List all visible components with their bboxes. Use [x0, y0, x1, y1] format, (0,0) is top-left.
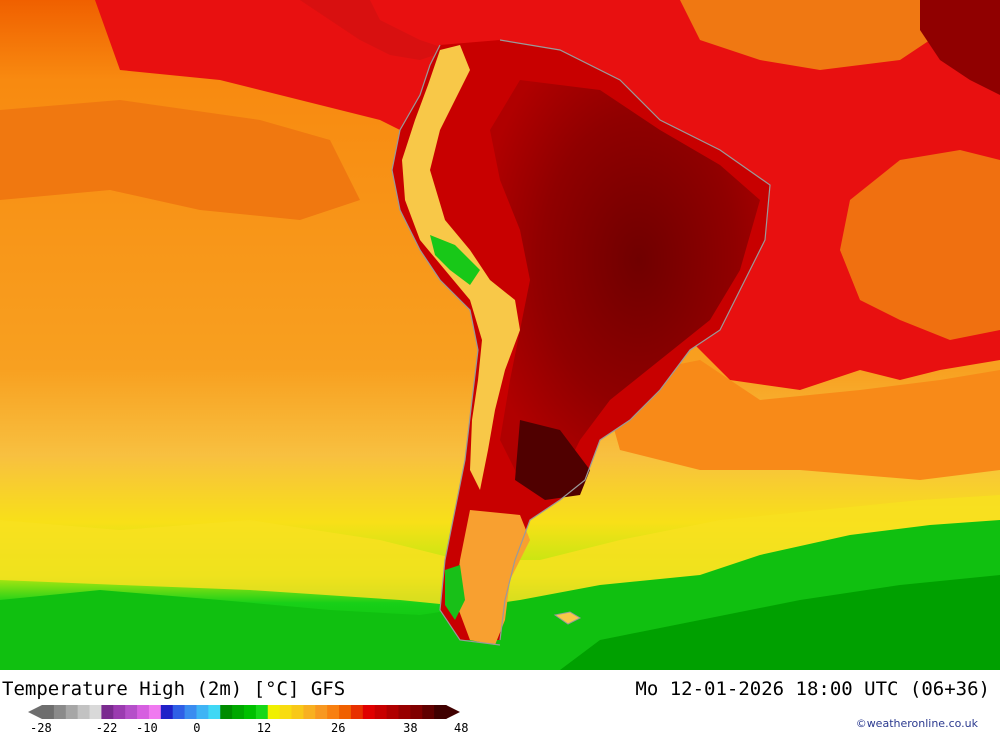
- central-america: [300, 0, 450, 60]
- legend-swatch: [315, 705, 328, 719]
- legend-tick-labels: -28 -22 -10 0 12 26 38 48: [30, 721, 468, 733]
- legend-right-arrow: [446, 705, 460, 719]
- legend-swatch: [137, 705, 150, 719]
- legend-tick-label: -22: [96, 721, 118, 733]
- map-title: Temperature High (2m) [°C] GFS: [2, 678, 346, 700]
- falkland-islands: [553, 611, 582, 625]
- legend-swatch: [172, 705, 186, 719]
- legend-swatch: [386, 705, 399, 719]
- legend-swatch: [244, 705, 257, 719]
- color-legend: -28 -22 -10 0 12 26 38 48: [28, 705, 468, 733]
- legend-tick-label: 0: [193, 721, 200, 733]
- legend-swatch: [148, 705, 162, 719]
- patagonia-warm: [455, 510, 530, 645]
- legend-swatch: [101, 705, 114, 719]
- legend-swatch: [89, 705, 102, 719]
- legend-tick-label: -28: [30, 721, 52, 733]
- legend-swatch: [184, 705, 197, 719]
- legend-swatch: [362, 705, 376, 719]
- southern-cold-band-dark: [560, 575, 1000, 670]
- legend-tick-label: 48: [454, 721, 468, 733]
- legend-swatch: [374, 705, 388, 719]
- legend-swatch: [113, 705, 126, 719]
- legend-tick-label: 12: [257, 721, 271, 733]
- legend-tick-label: 26: [331, 721, 345, 733]
- south-atlantic-orange: [600, 360, 1000, 480]
- credit-link[interactable]: ©weatheronline.co.uk: [855, 717, 978, 730]
- legend-swatch: [65, 705, 79, 719]
- legend-left-arrow: [28, 705, 42, 719]
- legend-tick-label: -10: [136, 721, 158, 733]
- pacific-warm-tongue: [0, 100, 360, 220]
- legend-swatch: [303, 705, 316, 719]
- africa-hot-corner: [920, 0, 1000, 95]
- legend-tick-label: 38: [403, 721, 417, 733]
- legend-swatch: [255, 705, 269, 719]
- legend-swatch: [196, 705, 209, 719]
- legend-swatch: [422, 705, 435, 719]
- legend-swatch: [53, 705, 67, 719]
- temperature-map: [0, 0, 1000, 670]
- legend-swatch: [267, 705, 281, 719]
- legend-swatch: [350, 705, 364, 719]
- brazil-hot-core: [490, 80, 760, 480]
- atlantic-orange-top: [680, 0, 930, 70]
- legend-swatch: [434, 705, 447, 719]
- atlantic-orange-patch: [840, 150, 1000, 340]
- legend-swatch: [232, 705, 245, 719]
- legend-swatch: [327, 705, 340, 719]
- argentina-hot-spot: [515, 420, 590, 500]
- legend-swatch: [160, 705, 174, 719]
- legend-swatch: [208, 705, 221, 719]
- legend-swatch: [398, 705, 411, 719]
- legend-swatch: [77, 705, 91, 719]
- legend-swatch: [220, 705, 233, 719]
- andes-green-highland: [430, 235, 480, 285]
- legend-swatch: [339, 705, 352, 719]
- coastline-west: [391, 44, 501, 646]
- footer-bar: Temperature High (2m) [°C] GFS Mo 12-01-…: [0, 670, 1000, 733]
- legend-swatches: [42, 705, 447, 719]
- forecast-timestamp: Mo 12-01-2026 18:00 UTC (06+36): [635, 678, 990, 700]
- coastline-east: [499, 39, 771, 641]
- legend-swatch: [279, 705, 293, 719]
- patagonia-green: [445, 565, 465, 620]
- legend-swatch: [125, 705, 138, 719]
- legend-swatch: [291, 705, 304, 719]
- legend-swatch: [410, 705, 423, 719]
- legend-swatch: [42, 705, 55, 719]
